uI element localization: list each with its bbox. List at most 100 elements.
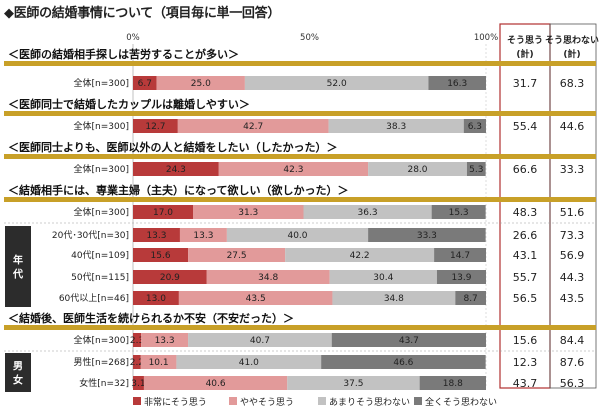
- bar-segment: [140, 355, 177, 369]
- bar-value-label: 2.3: [130, 336, 144, 346]
- row-label: 20代･30代[n=30]: [52, 230, 129, 241]
- bar-segment: [434, 248, 486, 262]
- bar-value-label: 43.7: [399, 336, 419, 346]
- bar-segment: [463, 119, 486, 133]
- agree-total: 26.6: [513, 229, 538, 242]
- bar-value-label: 46.6: [393, 358, 413, 368]
- disagree-total: 51.6: [560, 206, 585, 219]
- bar-segment: [321, 355, 486, 369]
- disagree-total: 87.6: [560, 356, 585, 369]
- bar-segment: [133, 248, 189, 262]
- x-tick-label: 100%: [474, 33, 498, 43]
- bar-value-label: 41.0: [239, 358, 259, 368]
- row-label: 全体[n=300]: [74, 334, 129, 346]
- bar-segment: [328, 119, 464, 133]
- question-text: ＜結婚後、医師生活を続けられるか不安（不安だった）＞: [8, 311, 294, 325]
- legend-swatch: [414, 397, 422, 405]
- agree-total: 15.6: [513, 334, 538, 347]
- legend-swatch: [133, 397, 141, 405]
- bar-segment: [143, 376, 288, 390]
- bar-value-label: 12.7: [145, 122, 165, 132]
- bar-segment: [419, 376, 486, 390]
- bar-value-label: 28.0: [407, 165, 427, 175]
- legend-label: ややそう思う: [240, 397, 294, 408]
- bar-segment: [368, 162, 467, 176]
- bar-value-label: 24.3: [166, 165, 186, 175]
- group-label-char: 男: [13, 361, 23, 373]
- disagree-total: 44.3: [560, 271, 585, 284]
- legend-swatch: [318, 397, 326, 405]
- bar-value-label: 42.2: [350, 251, 370, 261]
- bar-segment: [244, 76, 429, 90]
- row-label: 男性[n=268]: [74, 356, 129, 368]
- bar-value-label: 36.3: [358, 208, 378, 218]
- title-main: ◆医師の結婚事情について: [4, 6, 154, 21]
- legend-label: 非常にそう思う: [144, 396, 207, 408]
- row-label: 40代[n=109]: [71, 250, 129, 261]
- question-underline: [4, 154, 596, 159]
- disagree-total: 56.9: [560, 249, 585, 262]
- bar-value-label: 27.5: [227, 251, 247, 261]
- bar-value-label: 20.9: [160, 273, 180, 283]
- title-subtitle: （項目毎に単一回答）: [153, 6, 281, 21]
- bar-value-label: 6.3: [468, 122, 482, 132]
- bar-value-label: 40.0: [287, 231, 307, 241]
- bar-segment: [368, 228, 486, 242]
- agree-total: 48.3: [513, 206, 538, 219]
- group-label-box: [5, 353, 31, 392]
- row-label: 全体[n=300]: [74, 206, 129, 218]
- bar-value-label: 37.5: [343, 379, 363, 389]
- bar-segment: [176, 355, 322, 369]
- x-tick-label: 50%: [300, 33, 319, 43]
- bar-segment: [206, 270, 330, 284]
- bar-value-label: 2.2: [130, 358, 144, 368]
- bar-value-label: 40.7: [250, 336, 270, 346]
- legend-label: あまりそう思わない: [329, 397, 410, 408]
- bar-value-label: 38.3: [386, 122, 406, 132]
- question-text: ＜医師同士で結婚したカップルは離婚しやすい＞: [8, 97, 250, 111]
- question-underline: [4, 197, 596, 202]
- group-label-box: [5, 226, 31, 307]
- bar-value-label: 25.0: [191, 79, 211, 89]
- bar-segment: [179, 228, 227, 242]
- column-header-sub: (計): [563, 48, 580, 60]
- bar-segment: [193, 205, 304, 219]
- bar-segment: [466, 162, 486, 176]
- bar-value-label: 30.4: [373, 273, 393, 283]
- disagree-total: 44.6: [560, 120, 585, 133]
- agree-total: 56.5: [513, 292, 538, 305]
- x-tick-label: 0%: [126, 33, 140, 43]
- bar-value-label: 15.6: [151, 251, 171, 261]
- bar-segment: [156, 76, 245, 90]
- row-label: 60代以上[n=46]: [59, 293, 129, 304]
- question-text: ＜医師の結婚相手探しは苦労することが多い＞: [8, 47, 239, 61]
- disagree-total: 33.3: [560, 163, 585, 176]
- row-label: 全体[n=300]: [74, 163, 129, 175]
- bar-value-label: 13.3: [193, 231, 213, 241]
- bar-value-label: 43.5: [246, 294, 266, 304]
- bar-segment: [332, 291, 456, 305]
- bar-segment: [188, 248, 286, 262]
- bar-value-label: 31.3: [238, 208, 258, 218]
- question-underline: [4, 325, 596, 330]
- row-label: 女性[n=32]: [79, 377, 129, 389]
- bar-value-label: 42.7: [243, 122, 263, 132]
- question-underline: [4, 111, 596, 116]
- bar-value-label: 14.7: [450, 251, 470, 261]
- bar-value-label: 18.8: [443, 379, 463, 389]
- agree-total: 66.6: [513, 163, 538, 176]
- disagree-total: 43.5: [560, 292, 585, 305]
- bar-segment: [329, 270, 437, 284]
- bar-segment: [133, 270, 207, 284]
- bar-value-label: 10.1: [149, 358, 169, 368]
- row-label: 全体[n=300]: [74, 77, 129, 89]
- bar-segment: [133, 333, 142, 347]
- bar-value-label: 13.3: [155, 336, 175, 346]
- group-label-char: 代: [12, 268, 23, 281]
- bar-value-label: 52.0: [327, 79, 347, 89]
- bar-value-label: 34.8: [258, 273, 278, 283]
- bar-segment: [428, 76, 486, 90]
- question-text: ＜結婚相手には、専業主婦（主夫）になって欲しい（欲しかった）＞: [8, 183, 348, 197]
- row-label: 全体[n=300]: [74, 120, 129, 132]
- bar-segment: [455, 291, 486, 305]
